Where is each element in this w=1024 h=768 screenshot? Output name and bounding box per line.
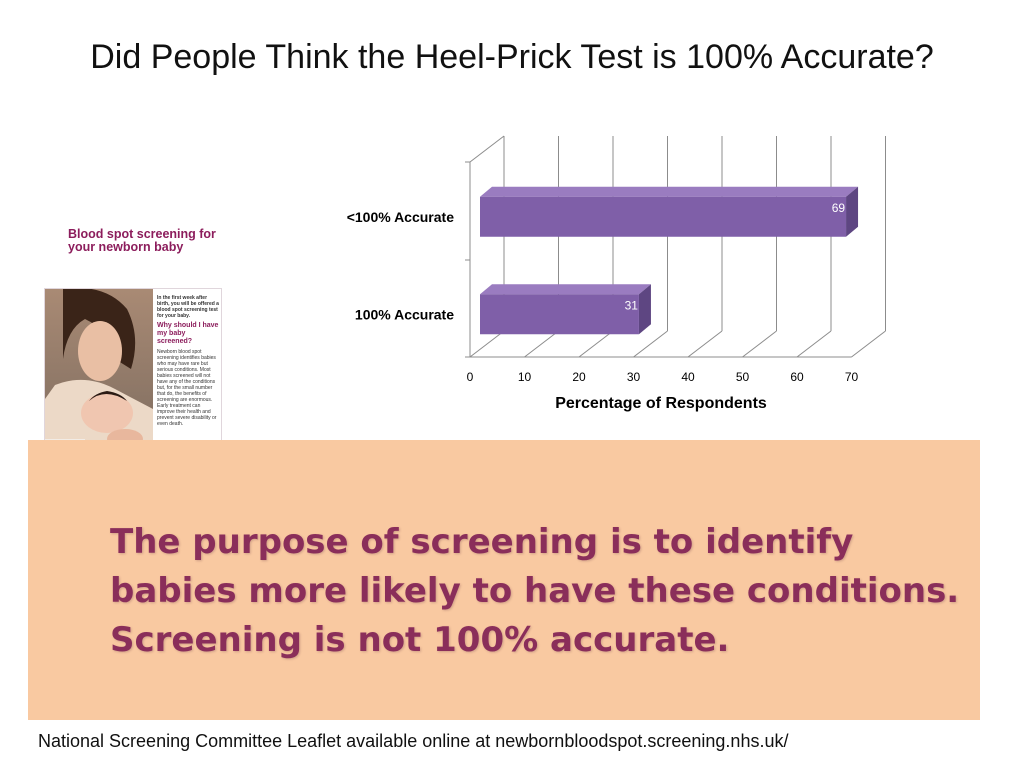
key-message-panel: The purpose of screening is to identify … — [28, 440, 980, 720]
bar-chart: 0 10 20 30 40 50 60 70 69 <100% Accurate 31 100% Ac… — [347, 135, 886, 412]
x-tick-label: 10 — [518, 370, 532, 384]
floor-gridline — [524, 330, 559, 358]
key-message: The purpose of screening is to identify … — [110, 518, 970, 665]
wall-edge — [469, 135, 505, 163]
x-tick-label: 40 — [681, 370, 695, 384]
x-tick-label: 50 — [736, 370, 750, 384]
bar-top-face — [480, 284, 651, 295]
data-label: 31 — [625, 298, 639, 312]
bar-side-face — [638, 284, 651, 335]
key-message-line-1: The purpose of screening is to identify — [110, 522, 854, 562]
x-tick-label: 30 — [627, 370, 641, 384]
x-tick-label: 0 — [467, 370, 474, 384]
data-label: 69 — [832, 201, 846, 215]
floor-gridline — [796, 330, 832, 358]
leaflet-question: Why should I have my baby screened? — [157, 322, 219, 345]
x-tick-label: 60 — [790, 370, 804, 384]
leaflet-body: Newborn blood spot screening identifies … — [157, 349, 217, 427]
key-message-line-3: Screening is not 100% accurate. — [110, 620, 730, 660]
leaflet-intro: In the first week after birth, you will … — [157, 295, 219, 319]
leaflet-text: In the first week after birth, you will … — [157, 295, 219, 427]
floor-gridline — [742, 330, 777, 358]
category-label: <100% Accurate — [347, 209, 454, 225]
bar-front-face — [480, 196, 847, 237]
bar-front-face — [480, 294, 639, 335]
floor-gridline — [687, 330, 723, 358]
chart-bars — [480, 186, 859, 335]
mother-and-baby-photo — [45, 289, 153, 465]
x-axis-title: Percentage of Respondents — [555, 395, 767, 412]
bar-less-than-100 — [480, 186, 859, 237]
floor-gridline — [633, 330, 668, 358]
leaflet-title: Blood spot screening for your newborn ba… — [68, 227, 216, 254]
floor-gridline — [469, 330, 505, 358]
x-tick-label: 20 — [572, 370, 586, 384]
bar-side-face — [846, 186, 859, 237]
slide-title: Did People Think the Heel-Prick Test is … — [90, 38, 934, 76]
floor-gridline — [851, 330, 886, 358]
leaflet-thumbnail: Blood spot screening for your newborn ba… — [44, 228, 222, 466]
x-tick-label: 70 — [845, 370, 859, 384]
key-message-line-2: babies more likely to have these conditi… — [110, 571, 960, 611]
footer-source: National Screening Committee Leaflet ava… — [38, 731, 789, 751]
bar-100-accurate — [480, 284, 651, 335]
chart-labels: 0 10 20 30 40 50 60 70 69 <100% Accurate 31 100% Ac… — [347, 201, 859, 384]
bar-top-face — [480, 186, 859, 197]
floor-gridline — [578, 330, 614, 358]
category-label: 100% Accurate — [355, 306, 454, 322]
